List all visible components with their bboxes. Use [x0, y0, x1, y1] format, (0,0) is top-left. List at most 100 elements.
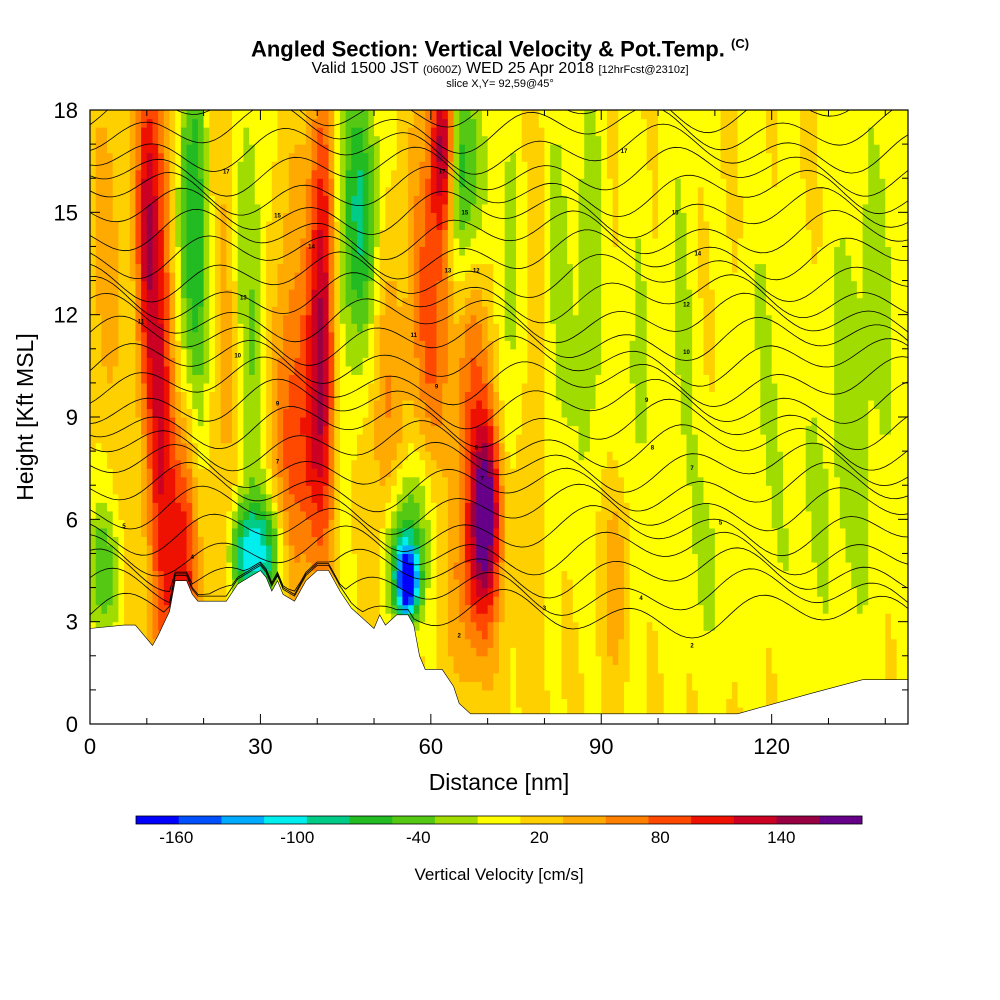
velocity-cell: [391, 135, 398, 145]
velocity-cell: [402, 485, 409, 495]
velocity-cell: [112, 357, 119, 367]
velocity-cell: [209, 348, 216, 358]
velocity-cell: [271, 544, 279, 555]
velocity-cell: [180, 399, 188, 410]
velocity-cell: [459, 681, 466, 691]
velocity-cell: [322, 161, 330, 171]
velocity-cell: [311, 135, 318, 145]
velocity-cell: [436, 331, 443, 341]
velocity-cell: [158, 246, 165, 256]
velocity-cell: [413, 579, 421, 589]
velocity-cell: [107, 417, 114, 427]
velocity-cell: [243, 544, 250, 555]
velocity-cell: [408, 613, 415, 623]
velocity-cell: [277, 493, 284, 503]
velocity-cell: [368, 297, 375, 307]
velocity-cell: [459, 229, 466, 239]
velocity-cell: [192, 144, 199, 154]
velocity-cell: [351, 382, 358, 393]
velocity-cell: [260, 434, 267, 444]
velocity-cell: [339, 468, 347, 478]
velocity-cell: [322, 357, 330, 367]
velocity-cell: [396, 493, 404, 503]
velocity-cell: [345, 297, 352, 307]
velocity-cell: [351, 203, 358, 213]
velocity-cell: [391, 579, 398, 589]
chart-title-unit: (C): [731, 36, 750, 51]
velocity-cell: [430, 561, 438, 572]
velocity-cell: [135, 195, 142, 205]
velocity-cell: [396, 374, 404, 384]
velocity-cell: [374, 391, 381, 401]
velocity-cell: [146, 630, 154, 640]
velocity-cell: [254, 297, 262, 307]
velocity-cell: [129, 604, 137, 614]
velocity-cell: [214, 348, 222, 358]
velocity-cell: [118, 212, 125, 222]
velocity-cell: [124, 161, 131, 171]
velocity-cell: [442, 630, 449, 640]
velocity-cell: [260, 425, 267, 435]
velocity-cell: [464, 280, 472, 290]
velocity-cell: [436, 237, 443, 248]
velocity-cell: [334, 195, 341, 205]
velocity-cell: [408, 476, 415, 486]
velocity-cell: [356, 272, 364, 282]
velocity-cell: [345, 468, 352, 478]
velocity-cell: [322, 476, 330, 486]
velocity-cell: [118, 553, 125, 563]
velocity-cell: [351, 323, 358, 333]
velocity-cell: [408, 587, 415, 597]
velocity-cell: [243, 127, 250, 137]
velocity-cell: [107, 144, 114, 154]
velocity-cell: [368, 348, 375, 358]
velocity-cell: [237, 451, 244, 461]
velocity-cell: [311, 152, 318, 162]
velocity-cell: [447, 161, 455, 171]
velocity-cell: [385, 348, 392, 358]
velocity-cell: [95, 596, 102, 606]
velocity-cell: [158, 596, 165, 606]
velocity-cell: [374, 604, 381, 614]
velocity-cell: [175, 135, 182, 145]
velocity-cell: [408, 254, 415, 265]
velocity-cell: [226, 178, 233, 188]
velocity-cell: [129, 587, 137, 597]
velocity-cell: [396, 587, 404, 597]
velocity-cell: [305, 272, 313, 282]
velocity-cell: [305, 570, 313, 580]
velocity-cell: [249, 374, 256, 384]
velocity-cell: [266, 297, 273, 307]
velocity-cell: [402, 417, 409, 427]
velocity-cell: [459, 186, 466, 196]
velocity-cell: [118, 144, 125, 154]
velocity-cell: [470, 203, 477, 213]
velocity-cell: [374, 365, 381, 375]
velocity-cell: [351, 263, 358, 273]
velocity-cell: [288, 434, 296, 444]
velocity-cell: [368, 127, 375, 137]
velocity-cell: [118, 544, 125, 555]
velocity-cell: [203, 331, 210, 341]
velocity-cell: [356, 519, 364, 529]
velocity-cell: [436, 161, 443, 171]
velocity-cell: [368, 485, 375, 495]
velocity-cell: [175, 263, 182, 273]
velocity-cell: [254, 510, 262, 520]
velocity-cell: [254, 229, 262, 239]
velocity-cell: [169, 314, 176, 324]
velocity-cell: [260, 135, 267, 145]
velocity-cell: [408, 434, 415, 444]
velocity-cell: [464, 536, 472, 546]
velocity-cell: [271, 357, 279, 367]
velocity-cell: [203, 306, 210, 316]
velocity-cell: [175, 254, 182, 265]
velocity-cell: [368, 587, 375, 597]
velocity-cell: [107, 118, 114, 128]
velocity-cell: [175, 110, 182, 120]
velocity-cell: [95, 621, 102, 631]
velocity-cell: [294, 229, 301, 239]
velocity-cell: [300, 399, 307, 410]
velocity-cell: [345, 220, 352, 230]
velocity-cell: [476, 434, 483, 444]
